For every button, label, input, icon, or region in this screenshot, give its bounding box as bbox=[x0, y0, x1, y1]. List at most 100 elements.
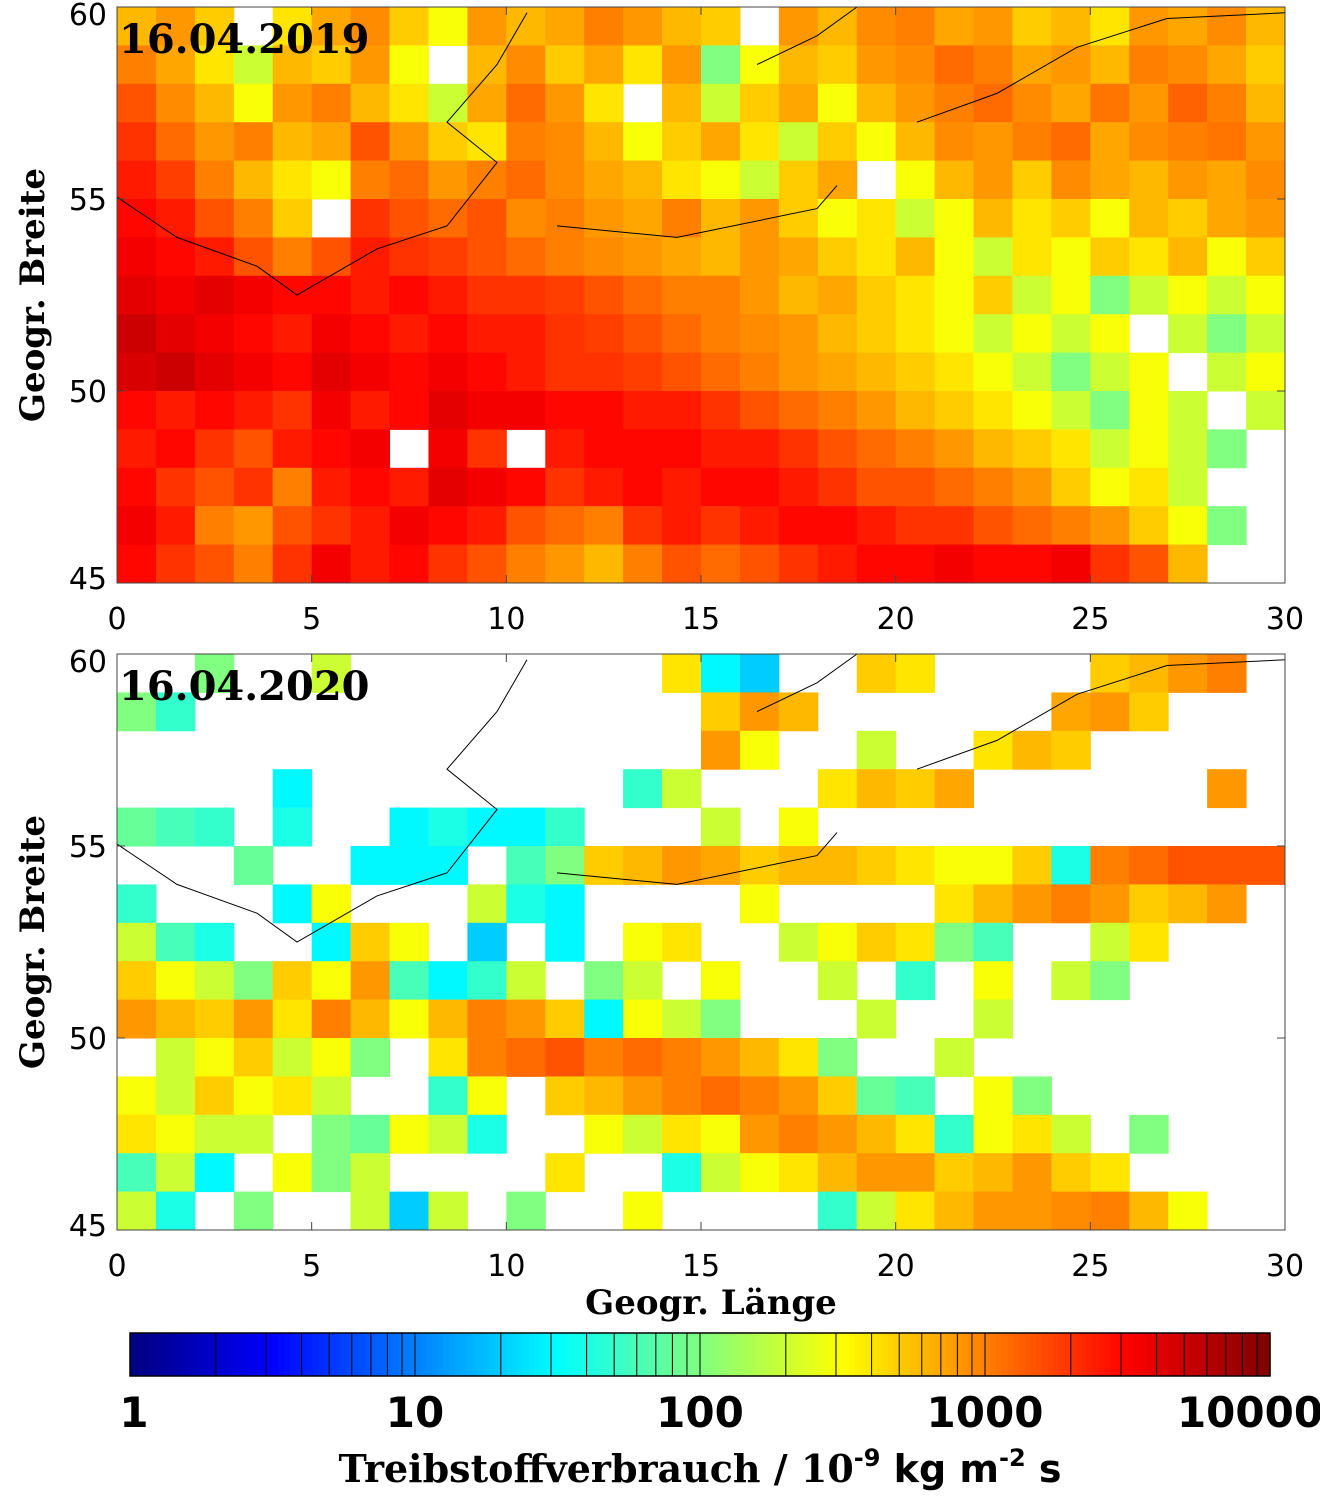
colorbar-segment bbox=[318, 1333, 325, 1376]
cell bbox=[623, 1038, 663, 1077]
cell bbox=[739, 730, 780, 770]
cell bbox=[1129, 7, 1169, 46]
cell bbox=[817, 1191, 858, 1231]
cell bbox=[1051, 7, 1091, 46]
cell bbox=[545, 544, 585, 584]
colorbar-label: Treibstoffverbrauch / 10-9 kg m-2 s bbox=[338, 1444, 1061, 1491]
colorbar-segment bbox=[625, 1333, 633, 1376]
x-tick-label: 10 bbox=[487, 602, 525, 637]
cell bbox=[934, 160, 975, 200]
cell bbox=[117, 314, 157, 354]
cell bbox=[272, 314, 313, 354]
x-axis-label: Geogr. Länge bbox=[585, 1283, 837, 1323]
heatmap bbox=[117, 7, 1286, 584]
cell bbox=[272, 7, 313, 46]
cell bbox=[1090, 692, 1130, 732]
cell bbox=[662, 467, 702, 507]
cell bbox=[973, 1114, 1013, 1154]
cell bbox=[584, 544, 624, 584]
cell bbox=[1207, 769, 1247, 809]
cell bbox=[778, 467, 819, 507]
colorbar-segment bbox=[221, 1333, 228, 1376]
cell bbox=[155, 961, 196, 1001]
cell bbox=[467, 506, 507, 546]
cell bbox=[584, 352, 624, 392]
cell bbox=[1246, 352, 1286, 392]
cell bbox=[934, 1191, 975, 1231]
cell bbox=[155, 45, 196, 85]
cell bbox=[350, 961, 391, 1001]
colorbar-segment bbox=[443, 1333, 450, 1376]
cell bbox=[1129, 237, 1169, 277]
cell bbox=[973, 83, 1013, 123]
cell bbox=[506, 884, 546, 924]
cell bbox=[117, 429, 157, 469]
cell bbox=[623, 506, 663, 546]
cell bbox=[506, 45, 546, 85]
cell bbox=[1051, 122, 1091, 162]
cell bbox=[973, 352, 1013, 392]
cell bbox=[1012, 846, 1052, 885]
cell bbox=[934, 769, 975, 809]
cell bbox=[1207, 884, 1247, 924]
cell bbox=[1090, 391, 1130, 430]
colorbar-segment bbox=[671, 1333, 678, 1376]
cell bbox=[662, 999, 702, 1039]
cell bbox=[545, 807, 585, 847]
cell bbox=[272, 1153, 313, 1193]
cell bbox=[1168, 654, 1208, 693]
colorbar-segment bbox=[1036, 1333, 1043, 1376]
cell bbox=[856, 352, 897, 392]
colorbar-segment bbox=[517, 1333, 524, 1376]
colorbar-segment bbox=[1007, 1333, 1015, 1376]
colorbar-segment bbox=[899, 1333, 906, 1376]
cell bbox=[233, 1191, 274, 1231]
cell bbox=[233, 544, 274, 584]
cell bbox=[506, 807, 546, 847]
cell bbox=[428, 467, 468, 507]
cell bbox=[506, 961, 546, 1001]
cell bbox=[1090, 506, 1130, 546]
colorbar-segment bbox=[643, 1333, 650, 1376]
x-tick-label: 20 bbox=[877, 1249, 915, 1284]
cell bbox=[856, 769, 897, 809]
cell bbox=[155, 275, 196, 315]
cell bbox=[1129, 83, 1169, 123]
cell bbox=[895, 237, 936, 277]
cell bbox=[545, 922, 585, 962]
x-tick-label: 25 bbox=[1071, 1249, 1109, 1284]
cell bbox=[662, 45, 702, 85]
cell bbox=[662, 199, 702, 238]
colorbar-segment bbox=[682, 1333, 690, 1376]
cell bbox=[817, 1076, 858, 1116]
cell bbox=[934, 544, 975, 584]
cell bbox=[389, 160, 429, 200]
cell bbox=[1012, 314, 1052, 354]
cell bbox=[1129, 352, 1169, 392]
colorbar-segment bbox=[1110, 1333, 1117, 1376]
cell bbox=[233, 467, 274, 507]
cell bbox=[856, 654, 897, 693]
cell bbox=[1168, 275, 1208, 315]
cell bbox=[973, 730, 1013, 770]
colorbar-segment bbox=[375, 1333, 382, 1376]
cell bbox=[428, 352, 468, 392]
colorbar-segment bbox=[819, 1333, 826, 1376]
cell bbox=[934, 83, 975, 123]
colorbar-segment bbox=[437, 1333, 445, 1376]
colorbar-segment bbox=[409, 1333, 416, 1376]
cell bbox=[934, 922, 975, 962]
cell bbox=[467, 7, 507, 46]
cell bbox=[1207, 199, 1247, 238]
cell bbox=[623, 160, 663, 200]
cell bbox=[467, 961, 507, 1001]
cell bbox=[428, 7, 468, 46]
cell bbox=[545, 122, 585, 162]
cell bbox=[1051, 314, 1091, 354]
cell bbox=[311, 999, 352, 1039]
cell bbox=[194, 922, 235, 962]
cell bbox=[467, 544, 507, 584]
cell bbox=[1051, 160, 1091, 200]
cell bbox=[1051, 692, 1091, 732]
cell bbox=[934, 314, 975, 354]
